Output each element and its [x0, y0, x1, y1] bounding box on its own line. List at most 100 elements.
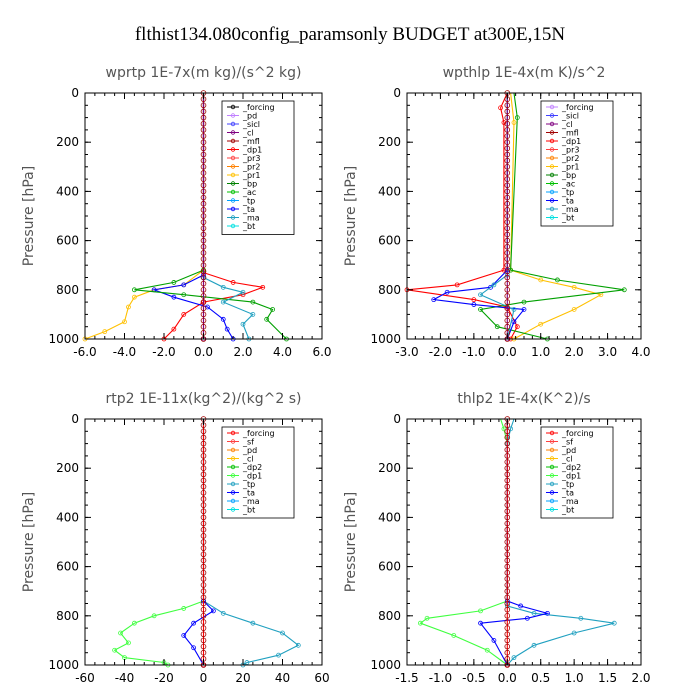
zero-marker: [200, 619, 207, 625]
zero-marker: [200, 612, 207, 619]
y-tick-label: 1000: [370, 332, 401, 346]
zero-marker: [504, 582, 511, 588]
x-tick-label: 0.5: [531, 671, 550, 685]
legend-label: _pr2: [561, 154, 579, 163]
series-line-2: [163, 93, 265, 340]
x-tick-label: -40: [115, 671, 135, 685]
x-tick-label: 20: [235, 671, 250, 685]
legend-marker: [230, 473, 236, 478]
series-marker: [521, 299, 527, 305]
zero-marker: [200, 280, 207, 287]
zero-marker: [504, 526, 511, 533]
zero-marker: [200, 207, 207, 213]
zero-marker: [504, 225, 511, 232]
zero-marker: [200, 157, 207, 164]
zero-marker: [504, 243, 511, 250]
y-tick-label: 200: [56, 135, 79, 149]
legend-marker: [549, 172, 555, 178]
legend-box: [540, 100, 614, 227]
legend-marker: [230, 456, 236, 461]
series-marker: [417, 620, 423, 626]
series-marker: [126, 640, 131, 646]
zero-marker: [504, 102, 511, 109]
series-marker: [112, 647, 118, 653]
legend-marker: [230, 439, 236, 444]
series-marker: [538, 277, 544, 283]
legend-label: _ta: [242, 489, 255, 498]
legend-marker: [549, 130, 555, 135]
legend-label: _bt: [242, 222, 255, 231]
series-marker: [555, 277, 560, 283]
legend-label: _tp: [242, 480, 255, 489]
legend-label: _dp1: [561, 137, 581, 146]
legend-marker: [549, 164, 555, 169]
x-tick-label: 0.0: [194, 345, 213, 359]
series-marker: [511, 120, 517, 125]
y-tick-label: 600: [378, 560, 401, 574]
legend-marker: [230, 181, 236, 186]
legend-label: _mfl: [242, 137, 260, 146]
x-tick-label: 3.0: [598, 345, 617, 359]
legend-marker: [230, 490, 236, 495]
series-marker: [521, 307, 527, 312]
y-axis-label: Pressure [hPa]: [21, 492, 37, 592]
zero-marker: [504, 250, 511, 256]
zero-marker: [200, 643, 207, 650]
legend-label: _sicl: [561, 112, 579, 121]
series-marker: [478, 292, 483, 298]
series-marker: [478, 307, 483, 312]
legend-label: _pr2: [242, 163, 260, 172]
series-marker: [538, 321, 544, 327]
series-line-1: [406, 92, 518, 340]
y-tick-label: 200: [378, 135, 401, 149]
zero-marker: [504, 133, 511, 139]
zero-marker: [200, 483, 207, 490]
legend-label: _tp: [561, 188, 574, 197]
legend-label: _dp1: [242, 146, 262, 155]
series-marker: [498, 105, 504, 111]
zero-marker: [504, 440, 511, 447]
series-line-3: [479, 419, 550, 666]
legend-marker: [230, 481, 236, 487]
series-marker: [431, 297, 437, 303]
x-tick-label: -3.0: [395, 345, 418, 359]
panel-title: wpthlp 1E-4x(m K)/s^2: [443, 65, 606, 81]
series-marker: [131, 294, 137, 300]
zero-marker: [200, 594, 207, 601]
legend-marker: [230, 206, 236, 212]
series-marker: [571, 630, 577, 636]
zero-marker: [200, 262, 207, 269]
legend-label: _bp: [242, 180, 257, 189]
zero-marker: [200, 489, 207, 496]
legend-marker: [230, 172, 236, 178]
series-marker: [230, 280, 236, 285]
zero-marker: [504, 477, 511, 484]
zero-marker: [200, 243, 207, 250]
zero-marker: [504, 496, 511, 502]
zero-marker: [200, 440, 207, 447]
series-marker: [578, 615, 584, 621]
zero-marker: [200, 213, 207, 219]
series-marker: [524, 615, 530, 621]
x-tick-label: 4.0: [273, 345, 292, 359]
series-marker: [181, 292, 187, 298]
legend-label: _ta: [561, 197, 574, 206]
zero-marker: [504, 465, 511, 472]
zero-profile: [504, 416, 511, 668]
zero-marker: [504, 606, 511, 613]
series-marker: [511, 319, 517, 325]
series-marker: [424, 615, 430, 621]
series-marker: [471, 297, 477, 303]
series-marker: [621, 287, 627, 293]
series-marker: [131, 287, 137, 293]
zero-marker: [200, 145, 207, 152]
legend-label: _dp1: [242, 472, 262, 481]
zero-marker: [200, 576, 207, 582]
zero-marker: [200, 434, 207, 441]
zero-marker: [200, 164, 207, 170]
series-marker: [444, 289, 450, 295]
zero-marker: [504, 145, 511, 152]
zero-marker: [200, 514, 207, 521]
legend-marker: [549, 138, 555, 144]
